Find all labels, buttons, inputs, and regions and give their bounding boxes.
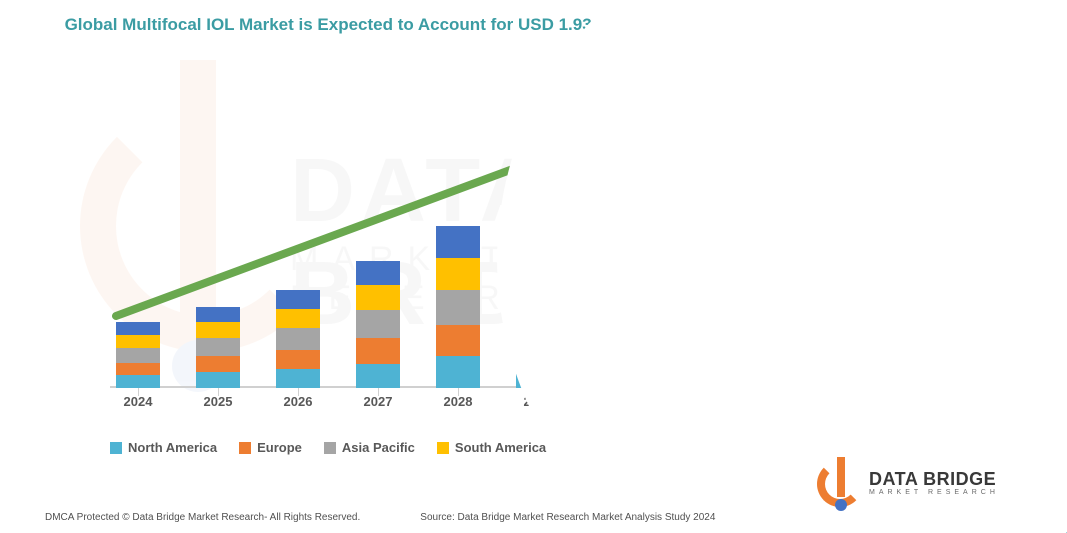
year-hexagons: 2031 2024 xyxy=(849,90,1029,200)
footer-source: Source: Data Bridge Market Research Mark… xyxy=(420,512,715,523)
footer-copyright: DMCA Protected © Data Bridge Market Rese… xyxy=(45,512,360,523)
x-axis-label: 2025 xyxy=(188,394,248,409)
bar-segment xyxy=(356,310,400,339)
bar-segment xyxy=(276,328,320,350)
bar-segment xyxy=(436,290,480,325)
brand-line-1: DATA BRIDGE MARKET xyxy=(833,215,1053,238)
bar-segment xyxy=(116,375,160,388)
bar-segment xyxy=(116,348,160,363)
bar-column xyxy=(116,322,160,388)
legend-label: Europe xyxy=(257,440,302,455)
infographic-canvas: DATA BRIDGE MARKET RESEARCH Global Multi… xyxy=(0,0,1067,533)
legend-label: South America xyxy=(455,440,546,455)
legend-swatch-icon xyxy=(437,442,449,454)
bar-segment xyxy=(276,350,320,369)
bar-segment xyxy=(116,335,160,348)
bar-column xyxy=(436,226,480,388)
legend-swatch-icon xyxy=(239,442,251,454)
legend-label: North America xyxy=(128,440,217,455)
bar-segment xyxy=(436,226,480,258)
legend-item: Europe xyxy=(239,440,302,455)
bar-segment xyxy=(276,369,320,388)
year-hexagon-label: 2024 xyxy=(942,116,973,132)
bar-segment xyxy=(196,372,240,388)
bar-segment xyxy=(356,338,400,363)
bar-segment xyxy=(116,322,160,335)
legend-swatch-icon xyxy=(324,442,336,454)
x-axis-label: 2027 xyxy=(348,394,408,409)
footer: DMCA Protected © Data Bridge Market Rese… xyxy=(45,512,715,523)
legend-swatch-icon xyxy=(110,442,122,454)
legend-item: North America xyxy=(110,440,217,455)
x-axis-label: 2026 xyxy=(268,394,328,409)
bar-column xyxy=(276,290,320,388)
brand-line-2: RESEARCH xyxy=(833,238,1053,261)
brand-logo-text-1: DATA BRIDGE xyxy=(869,470,999,489)
bar-segment xyxy=(196,356,240,372)
bar-segment xyxy=(276,309,320,328)
brand-logo-small: DATA BRIDGE MARKET RESEARCH xyxy=(817,453,1027,513)
x-axis-label: 2028 xyxy=(428,394,488,409)
bar-segment xyxy=(276,290,320,309)
side-panel-title: Global Multifocal IOL Market, By Regions… xyxy=(793,18,1053,61)
bar-segment xyxy=(356,261,400,285)
bar-segment xyxy=(196,338,240,356)
bar-segment xyxy=(436,325,480,357)
bar-segment xyxy=(196,307,240,323)
brand-logo-mark-icon xyxy=(817,457,861,509)
bar-segment xyxy=(116,363,160,376)
side-panel-brand: DATA BRIDGE MARKET RESEARCH xyxy=(833,215,1053,260)
year-hexagon: 2024 xyxy=(921,92,995,156)
brand-logo-text-2: MARKET RESEARCH xyxy=(869,489,999,496)
bar-segment xyxy=(356,285,400,309)
year-hexagon-label: 2031 xyxy=(870,144,901,160)
legend-label: Asia Pacific xyxy=(342,440,415,455)
legend-item: Asia Pacific xyxy=(324,440,415,455)
bar-segment xyxy=(436,258,480,290)
legend-item: South America xyxy=(437,440,546,455)
bar-segment xyxy=(436,356,480,388)
year-hexagon: 2031 xyxy=(849,120,923,184)
bar-column xyxy=(196,307,240,388)
bar-column xyxy=(356,261,400,388)
bar-segment xyxy=(356,364,400,388)
bar-segment xyxy=(196,322,240,338)
x-axis-label: 2024 xyxy=(108,394,168,409)
